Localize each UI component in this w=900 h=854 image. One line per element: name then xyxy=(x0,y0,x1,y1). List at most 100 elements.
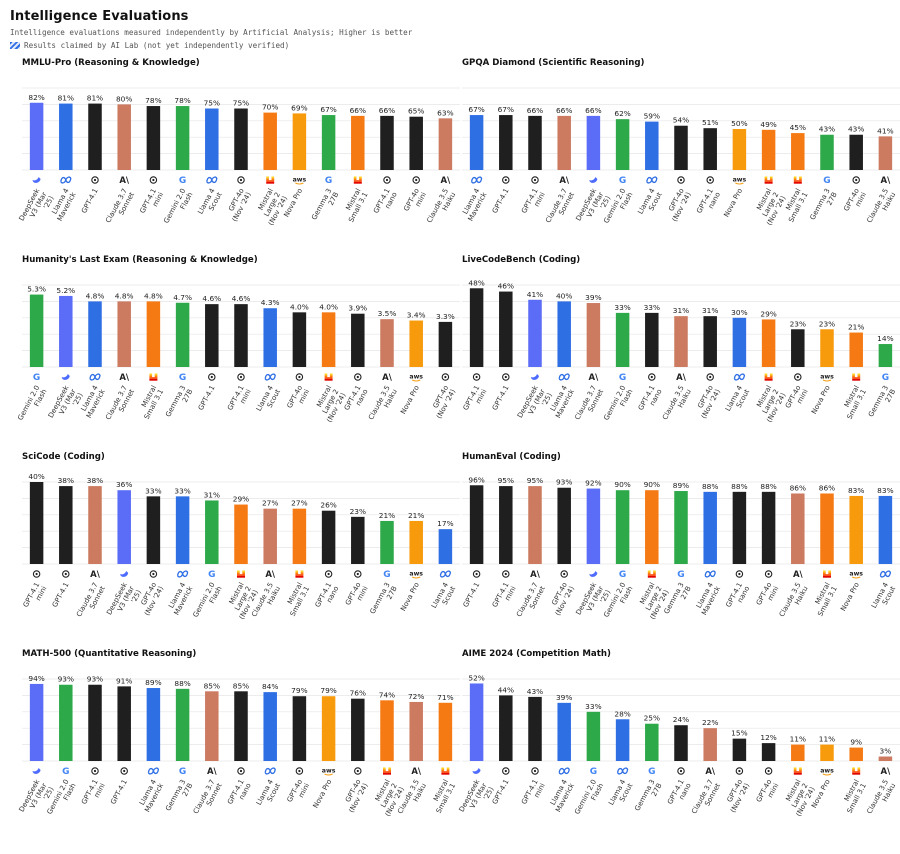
category-label: MistralLarge 2(Nov '24) xyxy=(634,581,670,621)
category-label: GPT-4o(Nov '24) xyxy=(693,384,722,420)
chart-panel: MMLU-Pro (Reasoning & Knowledge) 82% Deep… xyxy=(18,58,460,254)
value-label: 3.3% xyxy=(436,312,455,321)
amazon-logo-icon: aws xyxy=(293,177,307,185)
meta-logo-icon xyxy=(176,570,189,578)
mistral-logo-icon xyxy=(793,176,802,184)
bar xyxy=(878,495,893,564)
category-label: MistralSmall 3.1 xyxy=(282,581,312,618)
category-label: GPT-4.1nano xyxy=(637,384,664,415)
category-label: GPT-4.1mini xyxy=(138,187,165,218)
bar xyxy=(849,747,863,761)
value-label: 95% xyxy=(527,476,543,485)
openai-logo-icon xyxy=(852,176,860,184)
category-label: MistralSmall 3.1 xyxy=(780,187,810,224)
value-label: 96% xyxy=(468,475,484,484)
bar xyxy=(409,520,423,564)
openai-logo-icon xyxy=(677,767,685,775)
bar xyxy=(820,329,834,367)
category-label: GPT-4omini xyxy=(402,187,428,216)
openai-logo-icon xyxy=(764,767,773,775)
category-label: GPT-4.1nano xyxy=(724,581,751,612)
bar xyxy=(59,684,73,761)
svg-text:G: G xyxy=(33,373,40,383)
value-label: 69% xyxy=(291,103,307,112)
svg-text:A\: A\ xyxy=(559,176,570,186)
value-label: 93% xyxy=(556,478,572,487)
category-label: GPT-4.1 xyxy=(197,384,217,412)
value-label: 15% xyxy=(731,729,747,738)
svg-text:G: G xyxy=(179,767,186,777)
mistral-logo-icon xyxy=(852,767,861,775)
bar xyxy=(703,491,717,564)
category-label: MistralSmall 3.1 xyxy=(428,778,458,815)
bar xyxy=(205,108,219,170)
value-label: 38% xyxy=(58,476,74,485)
bar xyxy=(146,496,161,564)
value-label: 75% xyxy=(233,99,249,108)
bar xyxy=(761,743,776,761)
value-label: 78% xyxy=(145,96,161,105)
bar xyxy=(88,486,102,564)
svg-text:aws: aws xyxy=(849,571,863,578)
category-label: Claude 3.7Sonnet xyxy=(544,187,576,228)
value-label: 59% xyxy=(644,112,660,121)
value-label: 33% xyxy=(145,486,161,495)
category-label: Llama 4Maverick xyxy=(547,777,576,813)
category-label: GPT-4.1 xyxy=(80,187,100,215)
value-label: 5.2% xyxy=(56,286,75,295)
bar xyxy=(557,115,571,170)
meta-logo-icon xyxy=(264,767,276,775)
anthropic-logo-icon: A\ xyxy=(676,373,687,383)
amazon-logo-icon: aws xyxy=(820,374,834,382)
anthropic-logo-icon: A\ xyxy=(382,373,393,383)
deepseek-logo-icon xyxy=(32,177,41,183)
value-label: 3.4% xyxy=(407,311,426,320)
bar xyxy=(409,320,423,367)
category-label: GPT-4.1nano xyxy=(314,581,341,612)
bar xyxy=(175,688,190,761)
value-label: 66% xyxy=(585,106,601,115)
value-label: 75% xyxy=(204,99,220,108)
bar xyxy=(438,529,453,564)
anthropic-logo-icon: A\ xyxy=(265,570,276,580)
value-label: 14% xyxy=(877,334,893,343)
category-label: Gemma 327B xyxy=(369,581,399,619)
bar xyxy=(732,129,747,170)
meta-logo-icon xyxy=(558,373,570,381)
bar xyxy=(234,304,248,367)
mistral-logo-icon xyxy=(383,767,391,775)
anthropic-logo-icon: A\ xyxy=(530,570,541,580)
value-label: 11% xyxy=(819,735,835,744)
page-subtitle: Intelligence evaluations measured indepe… xyxy=(10,28,413,37)
category-label: MistralLarge 2(Nov '24) xyxy=(253,187,289,227)
value-label: 88% xyxy=(731,482,747,491)
bar xyxy=(88,103,102,170)
category-label: GPT-4o(Nov '24) xyxy=(428,384,457,420)
value-label: 46% xyxy=(498,282,514,291)
deepseek-logo-icon xyxy=(531,374,539,380)
bar xyxy=(351,516,365,564)
category-label: MistralSmall 3.1 xyxy=(340,187,370,224)
category-label: Llama 4Maverick xyxy=(693,580,722,616)
legend-text: Results claimed by AI Lab (not yet indep… xyxy=(24,41,290,50)
bar xyxy=(117,490,131,564)
bar xyxy=(761,129,776,170)
category-label: Llama 4Scout xyxy=(607,778,634,811)
value-label: 91% xyxy=(116,676,132,685)
bar xyxy=(380,700,394,761)
svg-text:A\: A\ xyxy=(676,373,687,383)
category-label: GPT-4.1 xyxy=(491,187,511,215)
category-label: GPT-4.1mini xyxy=(22,581,49,612)
category-label: GPT-4.1 xyxy=(491,384,511,412)
bar xyxy=(29,683,44,761)
value-label: 88% xyxy=(702,482,718,491)
bar xyxy=(645,312,659,367)
value-label: 80% xyxy=(116,94,132,103)
value-label: 28% xyxy=(614,709,630,718)
value-label: 48% xyxy=(468,278,484,287)
svg-text:A\: A\ xyxy=(207,767,218,777)
value-label: 52% xyxy=(468,673,484,682)
value-label: 83% xyxy=(877,486,893,495)
